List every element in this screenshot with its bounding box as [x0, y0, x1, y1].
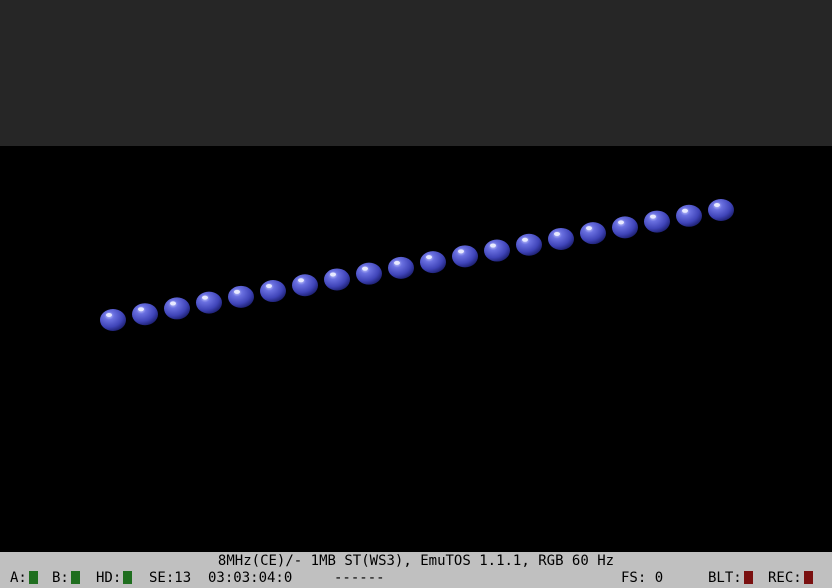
ball-sprite — [164, 297, 190, 320]
rec-indicator: REC: — [768, 570, 813, 587]
fs-indicator: FS: 0 — [621, 570, 664, 586]
screen-top-border — [0, 0, 832, 146]
ball-sprite — [388, 256, 414, 279]
ball-sprite — [548, 227, 574, 250]
status-dashes: ------ — [334, 570, 385, 586]
ball-sprite — [228, 285, 254, 308]
ball-sprites — [100, 199, 734, 331]
drive-hd-label: HD: — [96, 570, 122, 586]
status-bar: 8MHz(CE)/- 1MB ST(WS3), EmuTOS 1.1.1, RG… — [0, 552, 832, 588]
drive-b-led — [70, 571, 80, 584]
timecode: 03:03:04:0 — [208, 570, 293, 586]
blt-indicator: BLT: — [708, 570, 753, 587]
ball-sprite — [196, 291, 222, 314]
ball-sprite — [324, 268, 350, 291]
blt-led — [743, 571, 753, 584]
ball-sprite — [516, 233, 542, 256]
ball-sprite — [484, 239, 510, 262]
ball-sprite — [612, 216, 638, 239]
ball-sprite — [452, 245, 478, 268]
blt-label: BLT: — [708, 570, 742, 586]
drive-hd-indicator: HD: — [96, 570, 133, 587]
ball-sprite — [708, 199, 734, 221]
se-indicator: SE:13 — [149, 570, 192, 586]
ball-sprite — [356, 262, 382, 285]
emulator-screen — [0, 0, 832, 331]
ball-sprite — [580, 222, 606, 245]
drive-b-label: B: — [52, 570, 69, 586]
ball-sprite — [420, 251, 446, 274]
ball-sprite — [132, 303, 158, 326]
rec-label: REC: — [768, 570, 802, 586]
ball-sprite — [292, 274, 318, 297]
ball-sprite — [644, 210, 670, 233]
drive-a-led — [28, 571, 38, 584]
drive-hd-led — [123, 571, 133, 584]
ball-sprite — [676, 204, 702, 227]
drive-a-label: A: — [10, 570, 27, 586]
drive-a-indicator: A: — [10, 570, 38, 587]
drive-b-indicator: B: — [52, 570, 80, 587]
ball-sprite — [260, 280, 286, 303]
machine-info: 8MHz(CE)/- 1MB ST(WS3), EmuTOS 1.1.1, RG… — [217, 553, 615, 569]
rec-led — [803, 571, 813, 584]
ball-sprite — [100, 309, 126, 331]
